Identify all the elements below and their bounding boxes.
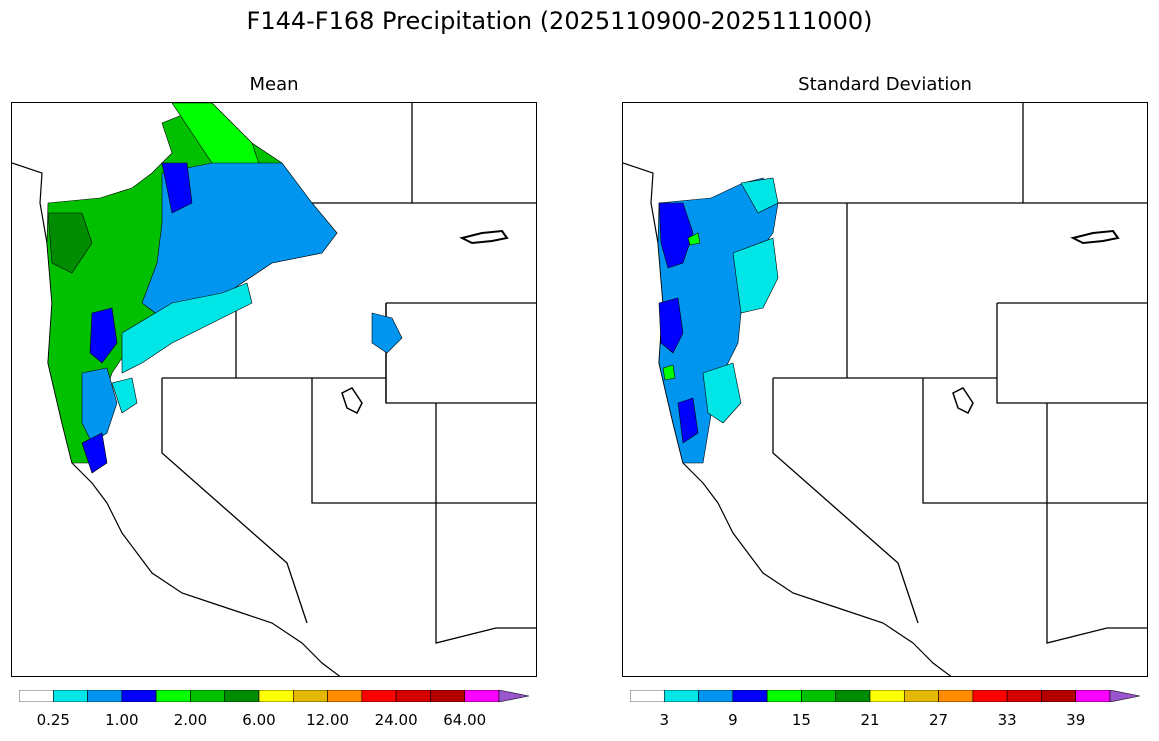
- stddev-tick-label: 27: [929, 711, 949, 729]
- mean-color-segment: [395, 690, 431, 702]
- stddev-color-segment: [663, 690, 699, 702]
- stddev-color-segment: [630, 690, 665, 702]
- mean-color-segment: [87, 690, 123, 702]
- mean-map: [11, 102, 537, 677]
- mean-tick-label: 1.00: [105, 711, 139, 729]
- stddev-color-segment: [869, 690, 905, 702]
- mean-color-segment: [52, 690, 88, 702]
- mean-colorbar: [19, 690, 529, 702]
- mean-color-segment: [19, 690, 54, 702]
- stddev-color-segment: [698, 690, 734, 702]
- mean-color-segment: [464, 690, 500, 702]
- mean-tick-label: 6.00: [242, 711, 276, 729]
- stddev-tick-label: 21: [860, 711, 880, 729]
- stddev-tick-label: 39: [1066, 711, 1086, 729]
- mean-panel-title: Mean: [249, 74, 299, 95]
- mean-tick-label: 12.00: [306, 711, 350, 729]
- mean-colorbar-canvas: [19, 690, 529, 702]
- mean-color-segment: [190, 690, 226, 702]
- mean-color-segment: [224, 690, 260, 702]
- stddev-colorbar: [630, 690, 1140, 702]
- mean-tick-label: 64.00: [443, 711, 487, 729]
- stddev-color-segment: [903, 690, 939, 702]
- stddev-map-canvas: [623, 103, 1147, 676]
- stddev-color-segment: [1041, 690, 1077, 702]
- stddev-color-segment: [1109, 690, 1140, 702]
- stddev-fill: [657, 177, 779, 464]
- mean-color-segment: [498, 690, 529, 702]
- stddev-color-segment: [1075, 690, 1111, 702]
- mean-color-segment: [121, 690, 157, 702]
- great-salt-lake-outline: [952, 387, 974, 415]
- mean-precip-fill: [46, 103, 403, 474]
- stddev-panel-title: Standard Deviation: [798, 74, 972, 95]
- stddev-colorbar-canvas: [630, 690, 1140, 702]
- stddev-tick-label: 33: [997, 711, 1017, 729]
- lake-outline: [1070, 229, 1120, 245]
- stddev-color-segment: [835, 690, 871, 702]
- mean-tick-label: 2.00: [173, 711, 208, 729]
- mean-color-segment: [155, 690, 191, 702]
- mean-map-canvas: [12, 103, 536, 676]
- stddev-color-segment: [938, 690, 974, 702]
- stddev-color-segment: [766, 690, 802, 702]
- stddev-color-segment: [801, 690, 837, 702]
- stddev-color-segment: [1006, 690, 1042, 702]
- mean-color-segment: [361, 690, 397, 702]
- mean-color-segment: [292, 690, 328, 702]
- mean-color-segment: [430, 690, 466, 702]
- figure-title: F144-F168 Precipitation (2025110900-2025…: [246, 7, 873, 35]
- stddev-map: [622, 102, 1148, 677]
- great-salt-lake-outline: [341, 387, 363, 415]
- stddev-tick-label: 3: [659, 711, 670, 729]
- stddev-color-segment: [732, 690, 768, 702]
- stddev-tick-label: 15: [791, 711, 811, 729]
- mean-color-segment: [258, 690, 294, 702]
- mean-color-segment: [327, 690, 363, 702]
- stddev-tick-label: 9: [728, 711, 738, 729]
- mean-tick-label: 24.00: [374, 711, 418, 729]
- mean-tick-label: 0.25: [36, 711, 70, 729]
- stddev-color-segment: [972, 690, 1008, 702]
- state-borders: [711, 103, 1147, 644]
- lake-outline: [459, 229, 509, 245]
